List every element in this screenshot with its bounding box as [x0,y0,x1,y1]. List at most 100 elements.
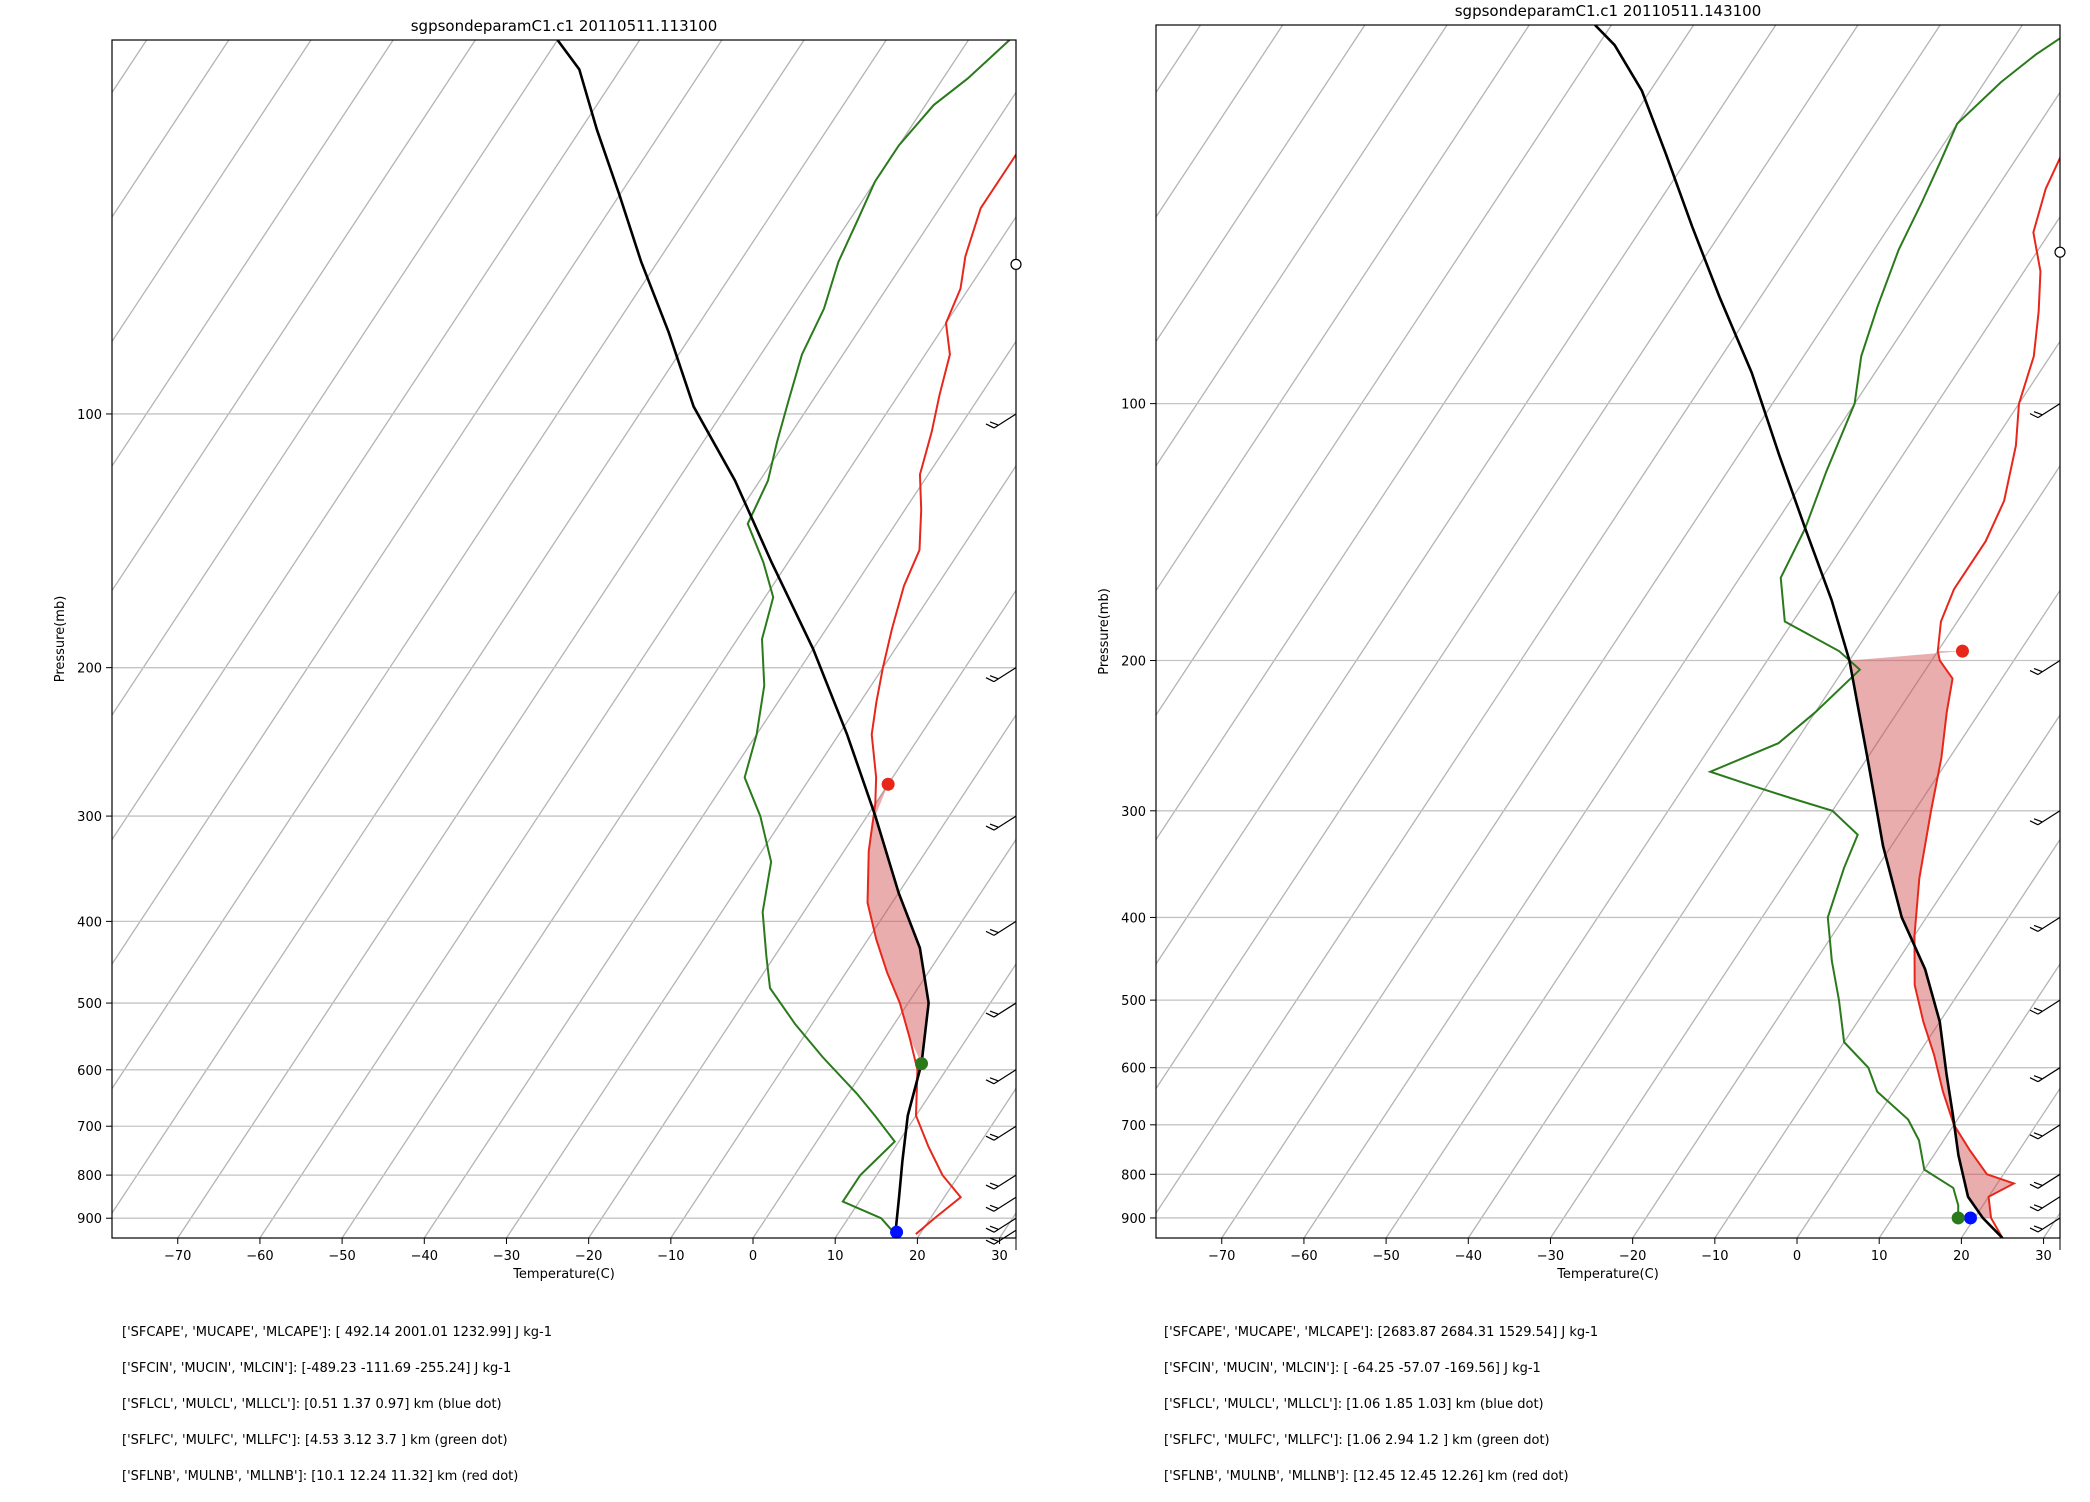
y-tick-label: 300 [77,810,102,825]
lfc-dot [915,1057,929,1071]
skewt-panel-2: −70 −60 −50 −40 −30 −20 −10 0 10 20 30100200300400… [153,2,2066,1484]
x-tick-label: 0 [1793,1249,1801,1264]
isotherm [1156,25,1530,592]
wind-barb [985,1002,1017,1018]
parameter-info-line: ['SFCAPE', 'MUCAPE', 'MLCAPE']: [ 492.14… [122,1325,552,1340]
lnb-dot [881,777,895,791]
parameter-info-line: ['SFLNB', 'MULNB', 'MLLNB']: [12.45 12.4… [1164,1469,1569,1484]
plot-area [112,40,1873,1238]
isotherm [153,25,954,1238]
wind-barb [985,815,1017,831]
plot-area [153,25,2060,1238]
chart-title: sgpsondeparamC1.c1 20110511.143100 [1455,2,1762,20]
isotherm [1796,838,2060,1238]
isotherm [1156,25,1366,343]
wind-barb [2029,1067,2061,1083]
y-tick-label: 700 [77,1120,102,1135]
wind-barb [2029,1196,2061,1212]
x-tick-label: 30 [991,1249,1008,1264]
isotherm [318,25,1119,1238]
isotherm [112,40,805,1090]
wind-barb [985,667,1017,683]
x-tick-label: 30 [2035,1249,2052,1264]
isotherm [112,40,312,343]
isotherm [2043,1211,2060,1238]
isotherm [341,215,1016,1238]
isotherm [112,40,641,841]
isotherm [1878,962,2060,1238]
axes-frame [1155,24,2061,1239]
x-tick-label: −50 [328,1249,355,1264]
isotherm [752,838,1016,1238]
lfc-dot [1951,1211,1965,1225]
axes-frame [111,39,1017,1239]
x-tick-label: −40 [411,1249,438,1264]
parameter-info-line: ['SFLCL', 'MULCL', 'MLLCL']: [1.06 1.85 … [1164,1397,1544,1412]
parameter-info-line: ['SFLCL', 'MULCL', 'MLLCL']: [0.51 1.37 … [122,1397,502,1412]
isotherm [423,340,1016,1238]
parameter-info-line: ['SFCAPE', 'MUCAPE', 'MLCAPE']: [2683.87… [1164,1325,1598,1340]
isotherm [1549,464,2060,1238]
wind-barb [985,1196,1017,1212]
isotherm [1632,589,2060,1238]
y-tick-label: 300 [1121,805,1146,820]
parameter-info-line: ['SFLFC', 'MULFC', 'MLLFC']: [4.53 3.12 … [122,1433,508,1448]
isotherm [1156,25,1448,468]
cape-shading [867,784,929,1064]
isotherm [259,91,1016,1238]
y-tick-label: 500 [77,997,102,1012]
isotherm [1303,91,2060,1238]
y-tick-label: 600 [1121,1062,1146,1077]
isotherm [1156,25,1612,717]
x-tick-label: 20 [909,1249,926,1264]
dewpoint-line [1707,37,2060,1218]
lcl-dot [1963,1211,1977,1225]
temperature-line [866,152,1016,1235]
x-tick-label: −70 [164,1249,191,1264]
x-tick-label: 10 [827,1249,844,1264]
wind-barb [2029,999,2061,1015]
x-tick-label: 0 [749,1249,757,1264]
calm-wind-marker [2054,246,2066,258]
wind-barb [985,1217,1017,1233]
y-tick-label: 200 [1121,655,1146,670]
isotherm [1385,215,2060,1238]
wind-barb [985,1125,1017,1141]
isotherm [1467,340,2060,1238]
x-tick-label: −40 [1455,1249,1482,1264]
wind-barb [2029,1173,2061,1189]
parcel-path-line [556,40,930,1235]
isotherm [112,40,559,717]
isotherm [1156,25,1777,966]
isotherm [1156,25,1202,94]
y-tick-label: 800 [1121,1168,1146,1183]
parameter-info-line: ['SFCIN', 'MUCIN', 'MLCIN']: [ -64.25 -5… [1164,1361,1541,1376]
x-tick-label: 10 [1871,1249,1888,1264]
parameter-info-line: ['SFCIN', 'MUCIN', 'MLCIN']: [-489.23 -1… [122,1361,511,1376]
x-tick-label: −50 [1372,1249,1399,1264]
y-tick-label: 900 [77,1212,102,1227]
chart-title: sgpsondeparamC1.c1 20110511.113100 [411,17,718,35]
isotherm [999,1211,1016,1238]
lcl-dot [890,1225,904,1239]
y-axis-label: Pressure(mb) [1097,588,1112,675]
isotherm [1156,25,1284,219]
isotherm [112,40,723,966]
y-tick-label: 400 [1121,911,1146,926]
isotherm [177,40,969,1238]
y-tick-label: 700 [1121,1119,1146,1134]
parameter-info-line: ['SFLFC', 'MULFC', 'MLLFC']: [1.06 2.94 … [1164,1433,1550,1448]
x-tick-label: −20 [1619,1249,1646,1264]
isotherm [112,40,476,592]
isotherm [1714,713,2060,1238]
skewt-panel-1: −70 −60 −50 −40 −30 −20 −10 0 10 20 30 100 200 300 400… [53,17,1873,1484]
isotherm [1156,25,1941,1215]
isotherm [1221,25,2023,1238]
x-tick-label: −70 [1208,1249,1235,1264]
x-tick-label: −10 [657,1249,684,1264]
y-tick-label: 400 [77,915,102,930]
isotherm [112,40,394,468]
wind-barb [2029,916,2061,932]
isotherm [1082,40,1873,1238]
